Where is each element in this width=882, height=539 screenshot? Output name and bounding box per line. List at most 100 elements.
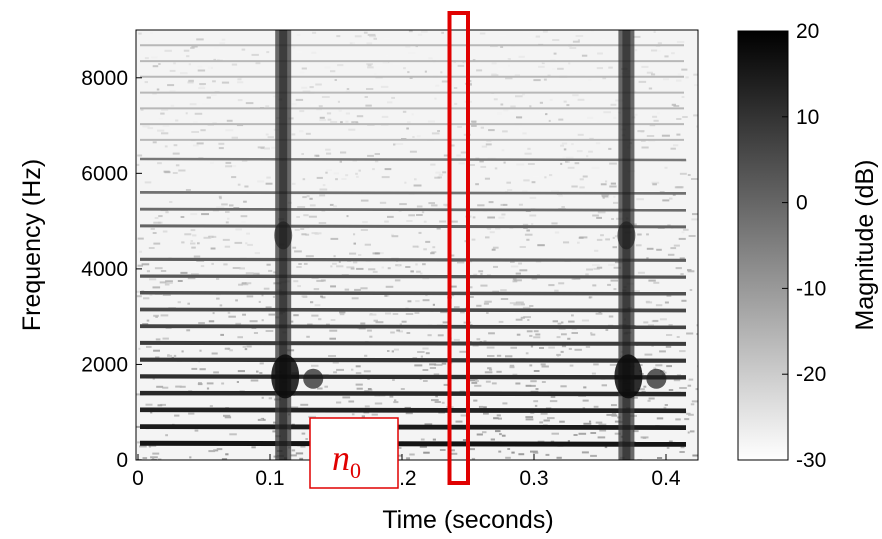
harmonic-line bbox=[139, 357, 687, 363]
texture-speck bbox=[250, 379, 259, 382]
texture-speck bbox=[235, 299, 238, 302]
texture-speck bbox=[578, 236, 584, 239]
texture-speck bbox=[581, 319, 589, 322]
texture-speck bbox=[596, 67, 603, 70]
texture-speck bbox=[261, 294, 264, 297]
texture-speck bbox=[562, 156, 567, 159]
texture-speck bbox=[396, 454, 403, 457]
texture-speck bbox=[539, 101, 543, 104]
texture-speck bbox=[302, 90, 311, 93]
texture-speck bbox=[259, 362, 264, 365]
texture-speck bbox=[431, 204, 438, 207]
texture-speck bbox=[196, 38, 204, 41]
texture-speck bbox=[491, 382, 497, 385]
texture-speck bbox=[488, 201, 494, 204]
texture-speck bbox=[394, 279, 401, 282]
texture-speck bbox=[666, 446, 670, 449]
texture-speck bbox=[407, 300, 412, 303]
texture-speck bbox=[610, 103, 617, 106]
texture-speck bbox=[491, 73, 497, 76]
texture-speck bbox=[255, 62, 261, 65]
onset-energy-blob bbox=[646, 368, 667, 389]
texture-speck bbox=[663, 78, 669, 81]
texture-speck bbox=[373, 319, 378, 322]
texture-speck bbox=[587, 116, 594, 119]
texture-speck bbox=[290, 406, 299, 409]
texture-speck bbox=[305, 255, 314, 258]
texture-speck bbox=[573, 434, 578, 436]
texture-speck bbox=[356, 175, 359, 178]
texture-speck bbox=[161, 109, 169, 111]
texture-speck bbox=[161, 132, 169, 135]
texture-speck bbox=[305, 132, 311, 135]
texture-speck bbox=[367, 33, 376, 36]
texture-speck bbox=[432, 246, 436, 249]
texture-speck bbox=[534, 404, 538, 407]
texture-speck bbox=[349, 252, 357, 255]
texture-speck bbox=[436, 227, 441, 230]
texture-speck bbox=[509, 364, 515, 367]
texture-speck bbox=[460, 414, 467, 417]
texture-speck bbox=[675, 267, 682, 270]
texture-speck bbox=[428, 202, 435, 205]
colorbar-tick-label: -30 bbox=[796, 449, 826, 472]
texture-speck bbox=[367, 388, 372, 390]
texture-speck bbox=[441, 401, 445, 404]
colorbar-label: Magnitude (dB) bbox=[851, 160, 879, 331]
texture-speck bbox=[299, 110, 305, 113]
texture-speck bbox=[423, 380, 428, 382]
texture-speck bbox=[416, 214, 423, 216]
texture-speck bbox=[297, 206, 306, 208]
texture-speck bbox=[191, 367, 198, 370]
texture-speck bbox=[181, 350, 184, 353]
texture-speck bbox=[301, 86, 308, 89]
texture-speck bbox=[651, 73, 656, 76]
texture-speck bbox=[311, 51, 317, 54]
texture-speck bbox=[572, 71, 577, 74]
texture-speck bbox=[572, 94, 579, 97]
texture-speck bbox=[453, 338, 460, 341]
texture-speck bbox=[596, 238, 603, 241]
texture-speck bbox=[612, 246, 617, 249]
texture-speck bbox=[253, 272, 260, 275]
texture-speck bbox=[355, 172, 358, 175]
texture-speck bbox=[141, 263, 150, 266]
texture-speck bbox=[330, 285, 336, 288]
texture-speck bbox=[395, 143, 404, 145]
texture-speck bbox=[515, 318, 523, 321]
texture-speck bbox=[192, 234, 197, 237]
texture-speck bbox=[676, 41, 685, 44]
texture-speck bbox=[366, 88, 374, 90]
texture-speck bbox=[527, 163, 535, 165]
texture-speck bbox=[520, 316, 525, 319]
texture-speck bbox=[409, 453, 415, 456]
texture-speck bbox=[256, 370, 259, 373]
texture-speck bbox=[363, 31, 368, 34]
texture-speck bbox=[355, 121, 359, 124]
texture-speck bbox=[241, 283, 249, 286]
texture-speck bbox=[264, 147, 270, 150]
texture-speck bbox=[653, 367, 657, 370]
texture-speck bbox=[294, 250, 302, 253]
texture-speck bbox=[680, 446, 685, 449]
texture-speck bbox=[673, 105, 680, 107]
texture-speck bbox=[529, 334, 533, 337]
texture-speck bbox=[245, 272, 254, 275]
texture-speck bbox=[360, 229, 368, 231]
texture-speck bbox=[148, 247, 155, 249]
texture-speck bbox=[614, 432, 621, 435]
texture-speck bbox=[399, 323, 402, 326]
texture-speck bbox=[350, 267, 355, 270]
texture-speck bbox=[666, 365, 672, 368]
texture-speck bbox=[191, 131, 199, 133]
texture-speck bbox=[351, 297, 359, 300]
texture-speck bbox=[440, 311, 448, 314]
texture-speck bbox=[397, 264, 401, 267]
texture-speck bbox=[655, 364, 663, 367]
texture-speck bbox=[175, 119, 179, 122]
texture-speck bbox=[420, 272, 423, 275]
texture-speck bbox=[657, 457, 663, 459]
harmonic-line bbox=[139, 207, 687, 212]
texture-speck bbox=[582, 175, 588, 178]
texture-speck bbox=[196, 142, 204, 145]
